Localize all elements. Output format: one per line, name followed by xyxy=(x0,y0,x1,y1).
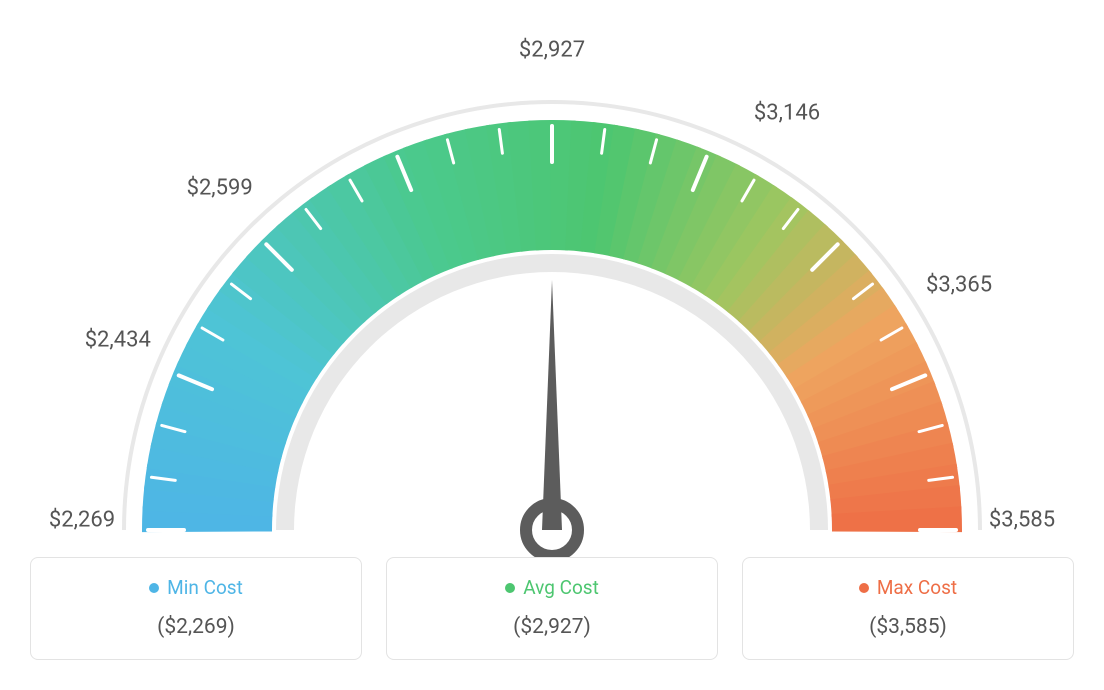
gauge-tick-label: $3,585 xyxy=(989,508,1055,533)
gauge-container: $2,269 $2,434 $2,599 $2,927 $3,146 $3,365 $3,5… xyxy=(0,0,1104,560)
avg-cost-value: ($2,927) xyxy=(399,615,705,639)
max-cost-value: ($3,585) xyxy=(755,615,1061,639)
gauge-tick-label: $2,927 xyxy=(519,38,585,63)
gauge-tick-label: $2,599 xyxy=(187,175,253,200)
min-cost-value: ($2,269) xyxy=(43,615,349,639)
gauge-tick-label: $2,269 xyxy=(49,508,115,533)
avg-cost-label: Avg Cost xyxy=(523,576,599,599)
min-cost-title: Min Cost xyxy=(149,576,243,599)
min-cost-label: Min Cost xyxy=(167,576,243,599)
gauge-tick-label: $3,365 xyxy=(926,273,992,298)
gauge-svg xyxy=(22,30,1082,570)
max-cost-label: Max Cost xyxy=(877,576,957,599)
avg-cost-card: Avg Cost ($2,927) xyxy=(386,557,718,660)
avg-dot-icon xyxy=(505,583,515,593)
max-dot-icon xyxy=(859,583,869,593)
gauge-tick-label: $3,146 xyxy=(754,100,820,125)
min-dot-icon xyxy=(149,583,159,593)
max-cost-card: Max Cost ($3,585) xyxy=(742,557,1074,660)
gauge-tick-label: $2,434 xyxy=(85,328,151,353)
min-cost-card: Min Cost ($2,269) xyxy=(30,557,362,660)
avg-cost-title: Avg Cost xyxy=(505,576,599,599)
max-cost-title: Max Cost xyxy=(859,576,957,599)
summary-cards: Min Cost ($2,269) Avg Cost ($2,927) Max … xyxy=(30,557,1074,660)
